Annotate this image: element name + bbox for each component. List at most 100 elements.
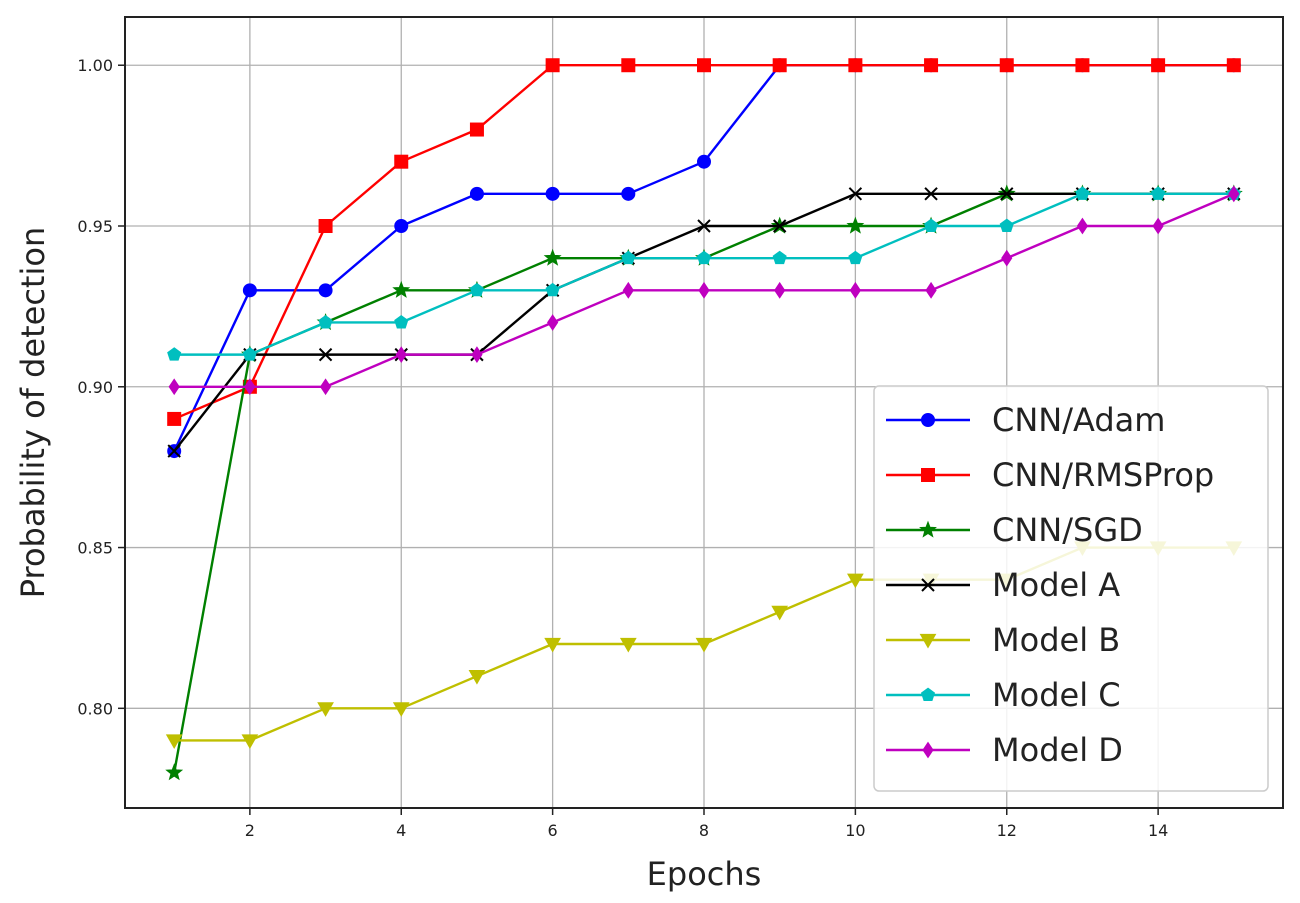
data-point-model-c: [772, 250, 787, 265]
legend: CNN/Adam CNN/RMSProp CNN/SGD Model A Model B…: [873, 385, 1269, 792]
data-point-model-d: [925, 281, 937, 299]
data-point-cnn-rmsprop: [999, 58, 1014, 73]
data-point-cnn-adam: [318, 283, 333, 298]
legend-label: Model C: [992, 676, 1121, 714]
axis-ticks: 2 4 6 8 10 12 14 0.80 0.85 0.90 0.95 1.00: [77, 56, 1168, 840]
data-point-model-d: [168, 378, 180, 396]
data-point-model-c: [545, 282, 560, 297]
data-point-model-c: [621, 250, 636, 265]
data-point-model-b: [392, 702, 410, 717]
y-tick-label: 0.95: [77, 217, 113, 236]
data-point-model-b: [241, 734, 259, 749]
x-tick-label: 14: [1148, 821, 1168, 840]
data-point-cnn-adam: [242, 283, 257, 298]
legend-entry-model-c: Model C: [886, 676, 1121, 714]
data-point-model-d: [244, 378, 256, 396]
data-point-model-b: [468, 670, 486, 685]
legend-entry-model-d: Model D: [886, 731, 1123, 769]
y-tick-label: 0.80: [77, 699, 113, 718]
data-point-model-c: [696, 250, 712, 265]
y-tick-label: 0.85: [77, 539, 113, 558]
legend-marker: [919, 633, 937, 649]
data-point-model-d: [471, 346, 483, 364]
legend-label: CNN/RMSProp: [992, 456, 1214, 494]
data-point-model-c: [167, 347, 182, 361]
legend-marker: [919, 520, 937, 538]
legend-label: CNN/Adam: [992, 401, 1165, 439]
data-point-model-d: [395, 346, 407, 364]
data-point-model-a: [697, 219, 711, 233]
data-point-model-a: [318, 347, 333, 362]
x-tick-label: 12: [997, 821, 1017, 840]
data-point-cnn-rmsprop: [167, 411, 182, 426]
data-point-model-c: [1151, 186, 1166, 200]
data-point-model-a: [1000, 187, 1014, 201]
data-point-model-b: [317, 702, 334, 717]
y-tick-label: 1.00: [77, 56, 113, 75]
data-point-cnn-rmsprop: [621, 58, 636, 73]
data-point-model-c: [394, 315, 409, 329]
legend-marker: [921, 468, 935, 482]
data-point-cnn-adam: [545, 186, 560, 201]
data-point-cnn-rmsprop: [1151, 58, 1166, 73]
data-point-cnn-adam: [697, 154, 711, 169]
data-point-cnn-rmsprop: [1075, 58, 1090, 73]
data-point-model-d: [1001, 249, 1013, 267]
data-point-cnn-rmsprop: [469, 122, 484, 137]
data-point-model-c: [469, 282, 484, 297]
series-model-c: [167, 186, 1241, 361]
x-tick-label: 10: [845, 821, 865, 840]
data-point-model-a: [772, 219, 787, 233]
data-point-model-c: [242, 347, 257, 361]
legend-marker: [921, 413, 935, 427]
data-point-model-b: [771, 605, 789, 621]
data-point-cnn-sgd: [392, 280, 411, 298]
data-point-model-a: [924, 187, 938, 201]
legend-label: Model D: [992, 731, 1123, 769]
data-point-model-d: [1228, 185, 1240, 203]
data-point-cnn-rmsprop: [697, 58, 711, 73]
data-point-model-b: [847, 573, 864, 589]
legend-marker: [921, 578, 935, 592]
legend-label: Model B: [992, 621, 1120, 659]
data-point-model-d: [698, 281, 710, 299]
data-point-model-d: [1152, 217, 1164, 235]
legend-entry-cnn-rmsprop: CNN/RMSProp: [886, 456, 1214, 494]
y-tick-label: 0.90: [77, 378, 113, 397]
data-point-model-c: [999, 218, 1014, 233]
legend-label: Model A: [992, 566, 1120, 604]
data-point-model-c: [1075, 186, 1090, 200]
data-point-model-d: [774, 281, 786, 299]
legend-entry-model-a: Model A: [886, 566, 1120, 604]
legend-entry-cnn-sgd: CNN/SGD: [886, 511, 1143, 549]
legend-entry-model-b: Model B: [886, 621, 1120, 659]
data-point-model-d: [622, 281, 634, 299]
data-point-model-d: [849, 281, 861, 299]
data-point-model-b: [165, 734, 183, 749]
data-point-cnn-adam: [469, 186, 484, 201]
data-point-cnn-sgd: [543, 248, 562, 266]
data-point-model-d: [547, 314, 559, 331]
y-axis-label: Probability of detection: [14, 227, 52, 598]
data-point-model-c: [848, 250, 863, 265]
data-point-model-c: [318, 315, 333, 329]
legend-marker: [920, 687, 936, 701]
data-point-cnn-sgd: [165, 763, 184, 781]
data-point-cnn-rmsprop: [772, 58, 787, 73]
legend-box: [873, 385, 1269, 792]
series-model-d: [168, 185, 1240, 396]
data-point-model-b: [695, 637, 713, 653]
data-point-cnn-rmsprop: [545, 58, 560, 73]
data-point-model-b: [619, 637, 637, 653]
data-point-cnn-sgd: [846, 216, 865, 234]
data-point-cnn-adam: [621, 186, 636, 201]
legend-label: CNN/SGD: [992, 511, 1143, 549]
legend-entry-cnn-adam: CNN/Adam: [886, 401, 1165, 439]
data-point-model-a: [848, 187, 863, 201]
data-point-model-a: [167, 444, 181, 458]
data-point-cnn-rmsprop: [924, 58, 939, 73]
data-point-model-d: [319, 378, 332, 396]
x-tick-label: 6: [548, 821, 558, 840]
x-axis-label: Epochs: [647, 855, 762, 893]
